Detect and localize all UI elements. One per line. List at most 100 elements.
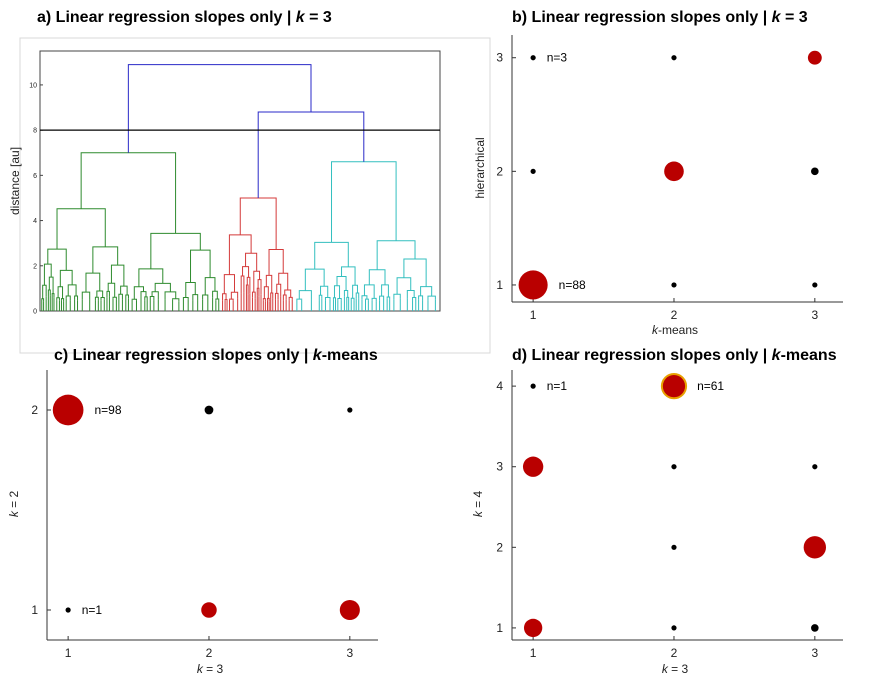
dendrogram-link	[60, 298, 65, 302]
dendrogram-link	[154, 282, 171, 292]
dendrogram-link	[106, 290, 110, 298]
panel-c: c) Linear regression slopes only | k-mea…	[7, 347, 378, 676]
dendrogram-link	[228, 234, 252, 275]
panel-c-xlabel: k = 3	[197, 662, 224, 676]
dendrogram-link	[96, 290, 104, 298]
dendrogram-link	[403, 258, 427, 287]
dendrogram-link	[56, 297, 60, 301]
dendrogram-link	[282, 294, 287, 301]
dendrogram-link	[263, 286, 269, 299]
x-tick-label: 3	[811, 308, 818, 322]
panel-b-title: b) Linear regression slopes only | k = 3	[512, 9, 808, 26]
dendrogram-link	[120, 285, 128, 295]
bubble-point	[807, 50, 822, 65]
bubble-count-label: n=1	[82, 603, 103, 617]
panel-c-points: n=98 n=1	[52, 394, 360, 621]
dendrogram-link	[363, 284, 375, 299]
y-tick-label: 1	[31, 603, 38, 617]
bubble-point	[65, 607, 71, 613]
dendrogram-link	[324, 296, 331, 301]
dendrogram-link	[127, 64, 312, 153]
panel-b-xlabel: k-means	[652, 323, 698, 337]
dendrogram-link	[125, 294, 129, 300]
panel-d-ylabel: k = 4	[471, 491, 485, 518]
dendrogram-link	[420, 286, 433, 297]
panel-d-title: d) Linear regression slopes only | k-mea…	[512, 347, 837, 364]
x-tick-label: 2	[671, 646, 678, 660]
dendrogram-link	[418, 295, 424, 301]
dendrogram-link	[202, 294, 209, 300]
bubble-point	[52, 394, 84, 426]
bubble-point	[664, 161, 684, 182]
panel-d-axes: 1 2 3 1 2 3 4	[496, 370, 843, 660]
dendrogram-link	[144, 296, 148, 301]
y-tick-label: 3	[496, 460, 503, 474]
bubble-point	[530, 55, 536, 61]
dendrogram-link	[314, 241, 349, 270]
bubble-point	[671, 55, 677, 61]
bubble-point	[811, 624, 819, 632]
dendrogram-link	[41, 298, 45, 302]
y-tick-label: 3	[496, 51, 503, 65]
dendrogram-link	[386, 296, 391, 300]
dendrogram-link	[304, 268, 325, 291]
panel-b-axes: 1 2 3 1 2 3	[496, 35, 843, 322]
panel-d-points: n=1 n=61	[522, 373, 827, 638]
dendrogram-link	[278, 272, 289, 291]
dendrogram-link	[100, 296, 105, 301]
dendrogram-link	[110, 264, 125, 287]
panel-a-frame	[19, 37, 491, 354]
bubble-point	[530, 383, 536, 389]
y-tick-label: 2	[496, 164, 503, 178]
dendrogram-link	[288, 296, 293, 301]
bubble-point	[530, 168, 536, 174]
dendrogram-link	[74, 295, 79, 301]
x-tick-label: 1	[530, 308, 537, 322]
dendrogram-link	[331, 161, 397, 243]
panel-a-title: a) Linear regression slopes only | k = 3	[37, 9, 332, 26]
bubble-point	[811, 167, 819, 176]
dendrogram-link	[245, 252, 258, 272]
panel-b-points: n=88 n=3	[518, 50, 822, 300]
dendrogram-link	[239, 197, 277, 250]
y-tick-label: 1	[496, 621, 503, 635]
dendrogram-link	[350, 297, 355, 301]
bubble-point	[812, 282, 818, 288]
y-tick-label: 2	[496, 540, 503, 554]
dendrogram-link	[240, 275, 245, 294]
bubble-point	[671, 625, 677, 631]
dendrogram-link	[56, 208, 106, 250]
dendrogram-link	[228, 298, 234, 301]
bubble-point	[522, 456, 544, 477]
dendrogram-link	[412, 297, 417, 301]
panel-a-ytick-label: 0	[33, 309, 37, 316]
panel-a-ytick-label: 6	[33, 173, 37, 180]
bubble-count-label: n=1	[547, 379, 568, 393]
bubble-point	[812, 464, 818, 470]
panel-b: b) Linear regression slopes only | k = 3…	[473, 9, 843, 337]
bubble-point	[347, 407, 353, 413]
panel-a: a) Linear regression slopes only | k = 3…	[8, 9, 491, 354]
dendrogram-link	[396, 277, 412, 295]
x-tick-label: 2	[671, 308, 678, 322]
bubble-count-label: n=61	[697, 379, 724, 393]
dendrogram-link	[262, 298, 266, 302]
bubble-point	[671, 464, 677, 470]
panel-d: d) Linear regression slopes only | k-mea…	[471, 347, 843, 676]
dendrogram-link	[172, 298, 180, 302]
dendrogram-link	[332, 297, 336, 300]
panel-a-ylabel: distance [au]	[8, 147, 22, 215]
dendrogram-link	[222, 293, 227, 301]
dendrogram-link	[223, 274, 235, 294]
bubble-point	[803, 536, 827, 559]
dendrogram-link	[42, 284, 47, 299]
panel-c-title: c) Linear regression slopes only | k-mea…	[54, 347, 378, 364]
dendrogram-link	[284, 289, 292, 298]
dendrogram-links	[41, 64, 436, 311]
bubble-point	[204, 405, 214, 415]
bubble-point	[339, 599, 360, 621]
x-tick-label: 2	[206, 646, 213, 660]
dendrogram-link	[246, 276, 251, 294]
dendrogram-link	[204, 277, 216, 295]
